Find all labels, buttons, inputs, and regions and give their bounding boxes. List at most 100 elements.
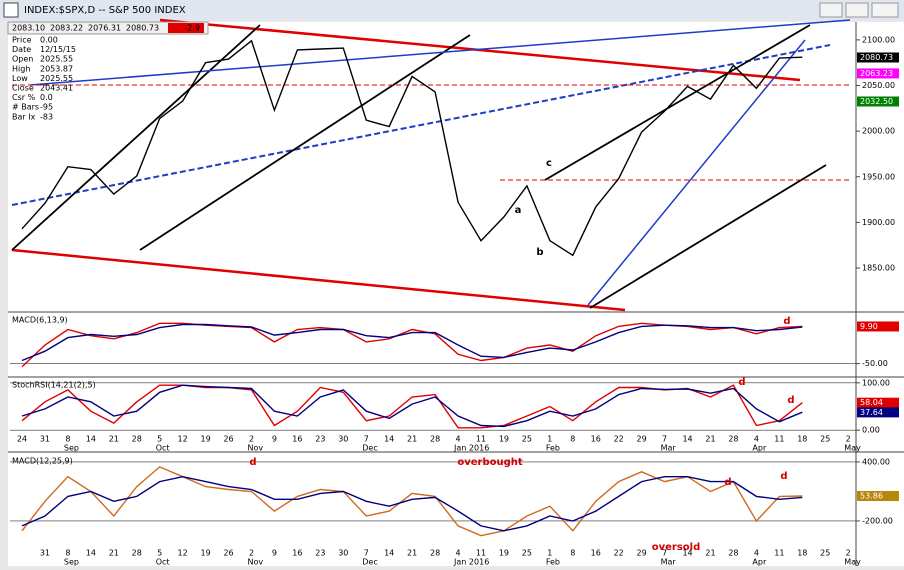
- x-month-label: Sep: [64, 444, 79, 453]
- maximize-button[interactable]: [845, 2, 869, 18]
- x-month-label: Dec: [362, 444, 377, 453]
- x-tick-label: 16: [591, 549, 601, 558]
- x-tick-label: 1: [547, 549, 552, 558]
- x-month-label: Apr: [752, 558, 767, 567]
- trend-line: [29, 19, 851, 86]
- x-tick-label: 14: [86, 549, 96, 558]
- y-tick-label: 0.00: [862, 426, 880, 435]
- x-tick-label: 14: [682, 435, 692, 444]
- quote-value: 2083.10: [12, 24, 45, 33]
- x-tick-label: 9: [272, 435, 277, 444]
- x-tick-label: 28: [430, 549, 440, 558]
- panel-title: MACD(6,13,9): [12, 316, 68, 325]
- annotation: b: [536, 247, 543, 258]
- x-tick-label: 9: [272, 549, 277, 558]
- x-tick-label: 26: [223, 435, 233, 444]
- value-tag: [857, 96, 899, 107]
- x-tick-label: 4: [456, 435, 461, 444]
- quote-value: 2076.31: [88, 24, 121, 33]
- x-tick-label: 25: [522, 549, 532, 558]
- info-value: 2053.87: [40, 64, 73, 73]
- x-tick-label: 18: [797, 549, 807, 558]
- y-tick-label: 2000.00: [862, 127, 895, 136]
- x-tick-label: 21: [705, 435, 715, 444]
- annotation: d: [787, 395, 794, 406]
- x-tick-label: 25: [522, 435, 532, 444]
- series-line: [21, 475, 803, 532]
- x-tick-label: 11: [476, 549, 486, 558]
- x-tick-label: 28: [430, 435, 440, 444]
- x-tick-label: 4: [754, 549, 759, 558]
- x-tick-label: 22: [614, 549, 624, 558]
- y-tick-label: 2100.00: [862, 35, 895, 44]
- x-tick-label: 30: [338, 549, 348, 558]
- x-month-label: May: [844, 444, 861, 453]
- x-tick-label: 11: [774, 549, 784, 558]
- trend-line: [587, 39, 806, 306]
- x-month-label: Mar: [661, 444, 677, 453]
- x-month-label: Oct: [156, 444, 170, 453]
- title-bar: [0, 0, 904, 20]
- series-line: [21, 384, 803, 428]
- x-tick-label: 23: [315, 549, 325, 558]
- x-tick-label: 21: [109, 435, 119, 444]
- info-value: 0.00: [40, 36, 58, 45]
- info-value: 2043.41: [40, 84, 73, 93]
- x-tick-label: 7: [662, 435, 667, 444]
- trend-line: [11, 44, 831, 206]
- value-tag-label: 58.04: [860, 398, 883, 407]
- value-tag: [857, 397, 899, 408]
- x-tick-label: 21: [705, 549, 715, 558]
- close-button[interactable]: [871, 2, 899, 18]
- x-tick-label: 31: [40, 549, 50, 558]
- change-value: -2.9: [184, 24, 200, 33]
- y-tick-label: 2050.00: [862, 81, 895, 90]
- x-tick-label: 29: [637, 549, 647, 558]
- info-value: 2025.55: [40, 55, 73, 64]
- trend-line: [139, 34, 471, 251]
- x-tick-label: 16: [292, 435, 302, 444]
- annotation: d: [724, 477, 731, 488]
- info-label: # Bars: [12, 103, 39, 112]
- x-tick-label: 18: [797, 435, 807, 444]
- info-label: Open: [12, 55, 33, 64]
- x-tick-label: 14: [384, 435, 394, 444]
- annotation: d: [249, 457, 256, 468]
- x-tick-label: 2: [846, 549, 851, 558]
- x-tick-label: 7: [364, 549, 369, 558]
- value-tag: [857, 407, 899, 418]
- info-value: 0.0: [40, 93, 53, 102]
- x-tick-label: 11: [476, 435, 486, 444]
- series-line: [21, 323, 803, 362]
- quote-value: 2080.73: [126, 24, 159, 33]
- quote-strip: 2083.10 2083.22 2076.31 2080.73 -2.9: [7, 21, 209, 35]
- x-tick-label: 7: [364, 435, 369, 444]
- value-tag-label: 37.64: [860, 408, 883, 417]
- info-label: Close: [12, 84, 34, 93]
- annotation: d: [783, 316, 790, 327]
- x-tick-label: 12: [178, 549, 188, 558]
- trend-lines: [11, 18, 851, 312]
- x-month-label: Dec: [362, 558, 377, 567]
- minimize-button[interactable]: [819, 2, 843, 18]
- x-tick-label: 28: [728, 435, 738, 444]
- x-tick-label: 21: [109, 549, 119, 558]
- x-month-label: Nov: [248, 444, 264, 453]
- y-tick-label: 100.00: [862, 378, 890, 387]
- info-label: High: [12, 64, 30, 73]
- info-value: 12/15/15: [40, 45, 76, 54]
- info-label: Date: [12, 45, 31, 54]
- info-label: Csr %: [12, 93, 36, 102]
- x-tick-label: 7: [662, 549, 667, 558]
- x-tick-label: 8: [65, 549, 70, 558]
- x-tick-label: 14: [384, 549, 394, 558]
- value-tag-label: 2063.23: [860, 69, 893, 78]
- x-tick-label: 16: [292, 549, 302, 558]
- panel-title: StochRSI(14,21(2),5): [12, 381, 96, 390]
- x-tick-label: 25: [820, 435, 830, 444]
- value-tag: [857, 491, 899, 502]
- x-tick-label: 28: [132, 549, 142, 558]
- x-tick-label: 19: [499, 435, 509, 444]
- x-month-label: Nov: [248, 558, 264, 567]
- x-tick-label: 19: [201, 549, 211, 558]
